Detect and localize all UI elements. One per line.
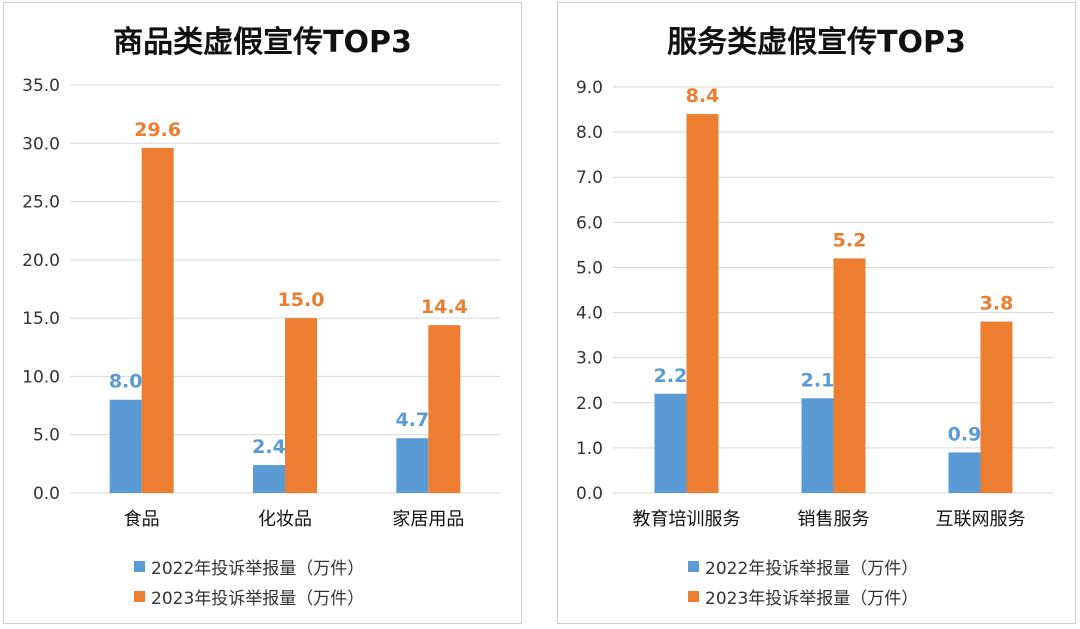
bar-2022 xyxy=(801,398,834,493)
bar-chart-goods: 0.0 5.0 10.0 15.0 20.0 25.0 30.0 35.0 8.0 29.6 食品 2… xyxy=(22,76,500,530)
bar-2023 xyxy=(141,147,174,493)
x-category-label: 互联网服务 xyxy=(936,509,1026,530)
x-category-label: 食品 xyxy=(124,509,160,530)
legend-swatch-orange xyxy=(134,590,145,602)
y-tick-label: 3.0 xyxy=(576,349,603,369)
y-tick-label: 25.0 xyxy=(22,193,60,213)
y-tick-label: 0.0 xyxy=(33,484,60,504)
y-tick-label: 5.0 xyxy=(576,258,603,278)
legend-swatch-orange xyxy=(688,590,699,602)
data-label: 3.8 xyxy=(980,293,1014,315)
bar-2022 xyxy=(109,399,142,493)
bar-2023 xyxy=(285,318,317,493)
legend-label: 2022年投诉举报量（万件） xyxy=(705,558,919,579)
bar-2023 xyxy=(686,114,719,494)
legend-label: 2023年投诉举报量（万件） xyxy=(151,588,365,609)
data-label: 4.7 xyxy=(395,409,429,431)
legend-item-2022: 2022年投诉举报量（万件） xyxy=(134,551,364,581)
y-tick-label: 2.0 xyxy=(576,394,603,414)
bar-2023 xyxy=(980,321,1013,493)
legend-label: 2022年投诉举报量（万件） xyxy=(151,558,365,579)
data-label: 2.4 xyxy=(252,436,286,458)
y-tick-label: 30.0 xyxy=(22,134,60,154)
chart-panel-services: 服务类虚假宣传TOP3 0.0 1.0 2.0 3.0 4.0 5.0 6.0 7.0 8.0 9… xyxy=(557,2,1076,624)
legend-item-2023: 2023年投诉举报量（万件） xyxy=(134,581,364,611)
data-label: 2.2 xyxy=(654,365,688,387)
x-category-label: 家居用品 xyxy=(392,509,464,530)
bar-2022 xyxy=(654,393,687,493)
data-label: 8.4 xyxy=(686,85,720,107)
chart-title: 服务类虚假宣传TOP3 xyxy=(667,25,966,60)
data-label: 5.2 xyxy=(833,229,867,251)
y-tick-label: 5.0 xyxy=(33,426,60,446)
bar-chart-services: 0.0 1.0 2.0 3.0 4.0 5.0 6.0 7.0 8.0 9.0 2.2 8.4 教育培训… xyxy=(576,78,1054,530)
chart-title: 商品类虚假宣传TOP3 xyxy=(113,25,412,60)
x-category-label: 化妆品 xyxy=(258,509,312,530)
y-tick-label: 4.0 xyxy=(576,304,603,324)
data-label: 15.0 xyxy=(278,289,325,311)
y-tick-label: 1.0 xyxy=(576,439,603,459)
y-tick-label: 15.0 xyxy=(22,309,60,329)
data-label: 14.4 xyxy=(421,296,468,318)
x-category-label: 教育培训服务 xyxy=(633,509,741,530)
y-tick-label: 35.0 xyxy=(22,76,60,96)
x-category-label: 销售服务 xyxy=(798,509,870,530)
y-tick-label: 8.0 xyxy=(576,123,603,143)
y-tick-label: 9.0 xyxy=(576,78,603,98)
chart-panel-goods: 商品类虚假宣传TOP3 0.0 5.0 10.0 15.0 20.0 25.0 30.0 35… xyxy=(3,2,522,624)
y-tick-label: 20.0 xyxy=(22,251,60,271)
bar-2022 xyxy=(253,465,285,493)
bar-2022 xyxy=(948,452,981,493)
chart-legend: 2022年投诉举报量（万件） 2023年投诉举报量（万件） xyxy=(134,551,364,611)
y-tick-label: 10.0 xyxy=(22,367,60,387)
bar-2023 xyxy=(428,325,461,493)
data-label: 29.6 xyxy=(134,119,181,141)
legend-label: 2023年投诉举报量（万件） xyxy=(705,588,919,609)
y-tick-label: 0.0 xyxy=(576,484,603,504)
data-label: 8.0 xyxy=(109,371,143,393)
data-label: 2.1 xyxy=(801,369,835,391)
y-tick-label: 6.0 xyxy=(576,213,603,233)
data-label: 0.9 xyxy=(948,423,982,445)
legend-item-2023: 2023年投诉举报量（万件） xyxy=(688,581,918,611)
bar-2023 xyxy=(833,258,866,493)
legend-swatch-blue xyxy=(688,560,699,572)
legend-item-2022: 2022年投诉举报量（万件） xyxy=(688,551,918,581)
y-tick-label: 7.0 xyxy=(576,168,603,188)
bar-2022 xyxy=(396,438,429,493)
legend-swatch-blue xyxy=(134,560,145,572)
chart-legend: 2022年投诉举报量（万件） 2023年投诉举报量（万件） xyxy=(688,551,918,611)
